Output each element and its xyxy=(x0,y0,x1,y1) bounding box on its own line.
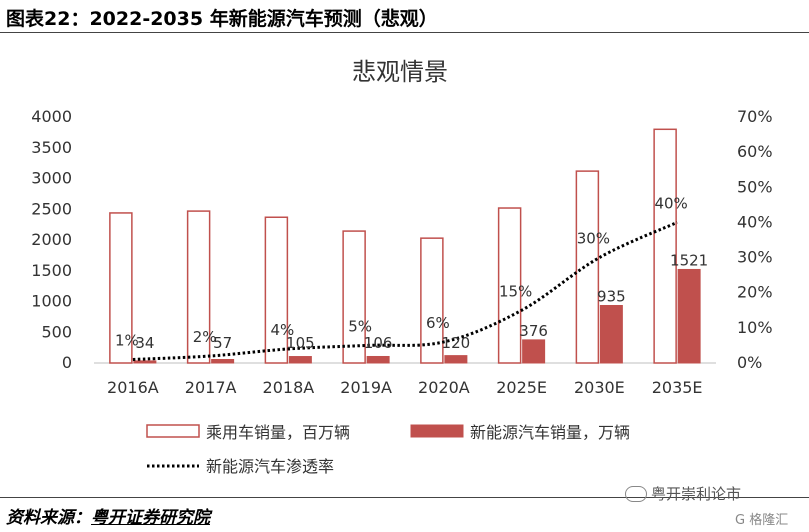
penetration-value-label: 15% xyxy=(499,282,532,300)
y2-tick-label: 30% xyxy=(737,248,773,267)
bar-nev xyxy=(444,355,468,364)
x-tick-label: 2030E xyxy=(574,378,625,397)
penetration-line xyxy=(132,221,678,361)
legend-label-nev: 新能源汽车销量，万辆 xyxy=(470,423,630,442)
penetration-value-label: 2% xyxy=(193,328,217,346)
header-divider xyxy=(0,32,809,33)
penetration-value-label: 6% xyxy=(426,314,450,332)
x-axis-labels: 2016A 2017A 2018A 2019A 2020A 2025E 2030E 2035E xyxy=(107,378,703,397)
wechat-icon xyxy=(625,485,647,502)
x-tick-label: 2035E xyxy=(652,378,703,397)
nev-value-label: 57 xyxy=(213,334,232,352)
bar-passenger xyxy=(109,212,133,364)
bar-passenger xyxy=(497,207,522,364)
legend-swatch-nev xyxy=(410,424,464,438)
nev-value-label: 120 xyxy=(442,334,471,352)
legend-swatch-passenger xyxy=(146,424,200,438)
y-tick-label: 1500 xyxy=(31,261,72,280)
legend-label-passenger: 乘用车销量，百万辆 xyxy=(206,423,350,442)
y-tick-label: 0 xyxy=(62,353,72,372)
bar-nev xyxy=(522,339,546,364)
y-axis-left: 0 500 1000 1500 2000 2500 3000 3500 4000 xyxy=(31,107,72,372)
y2-tick-label: 0% xyxy=(737,353,762,372)
y-tick-label: 2000 xyxy=(31,230,72,249)
y-tick-label: 500 xyxy=(41,322,72,341)
penetration-value-label: 30% xyxy=(577,230,610,248)
nev-value-label: 1521 xyxy=(670,251,708,269)
legend: 乘用车销量，百万辆 新能源汽车销量，万辆 新能源汽车渗透率 xyxy=(146,423,630,476)
y-tick-label: 4000 xyxy=(31,107,72,126)
penetration-value-label: 5% xyxy=(348,317,372,335)
watermark-sub: G 格隆汇 xyxy=(735,513,789,528)
source-prefix: 资料来源： xyxy=(6,508,91,528)
y-axis-right: 0% 10% 20% 30% 40% 50% 60% 70% xyxy=(737,107,773,372)
x-tick-label: 2017A xyxy=(185,378,237,397)
legend-item-passenger: 乘用车销量，百万辆 xyxy=(146,423,350,442)
legend-label-penetration: 新能源汽车渗透率 xyxy=(206,457,334,476)
x-tick-label: 2018A xyxy=(263,378,315,397)
y2-tick-label: 70% xyxy=(737,107,773,126)
bar-nev xyxy=(599,304,623,364)
x-tick-label: 2019A xyxy=(340,378,392,397)
bar-nev xyxy=(211,358,235,364)
bar-nev xyxy=(366,355,390,364)
nev-value-label: 376 xyxy=(519,322,548,340)
bar-passenger xyxy=(264,216,289,364)
chart-title: 悲观情景 xyxy=(352,58,448,86)
x-tick-label: 2020A xyxy=(418,378,470,397)
penetration-value-label: 40% xyxy=(654,194,687,212)
y2-tick-label: 60% xyxy=(737,142,773,161)
x-tick-label: 2025E xyxy=(496,378,547,397)
y-tick-label: 3500 xyxy=(31,138,72,157)
source-name: 粤开证券研究院 xyxy=(91,508,210,528)
y-tick-label: 1000 xyxy=(31,292,72,311)
data-labels: 34 57 105 106 120 376 935 1521 1% 2% 4% 5% 6% 15% 30% 4… xyxy=(115,194,708,352)
source-note: 资料来源：粤开证券研究院 xyxy=(6,503,210,528)
bar-nev xyxy=(677,268,701,364)
penetration-line-path xyxy=(132,221,678,361)
y-tick-label: 2500 xyxy=(31,199,72,218)
bar-nev xyxy=(288,356,312,364)
y2-tick-label: 50% xyxy=(737,177,773,196)
footer-divider xyxy=(0,497,809,498)
penetration-value-label: 4% xyxy=(270,321,294,339)
x-tick-label: 2016A xyxy=(107,378,159,397)
bar-passenger xyxy=(186,210,211,364)
nev-value-label: 105 xyxy=(286,334,315,352)
legend-item-nev: 新能源汽车销量，万辆 xyxy=(410,423,630,442)
penetration-value-label: 1% xyxy=(115,331,139,349)
bar-passenger xyxy=(342,230,366,364)
y2-tick-label: 10% xyxy=(737,318,773,337)
y2-tick-label: 40% xyxy=(737,212,773,231)
bar-passenger xyxy=(420,237,444,364)
bar-nev xyxy=(133,360,157,364)
y-tick-label: 3000 xyxy=(31,169,72,188)
nev-value-label: 106 xyxy=(364,334,393,352)
watermark: 粤开崇利论市 xyxy=(625,483,741,504)
watermark-text: 粤开崇利论市 xyxy=(651,485,742,503)
bar-passenger xyxy=(653,128,677,364)
bars xyxy=(109,128,701,364)
y2-tick-label: 20% xyxy=(737,283,773,302)
bar-passenger xyxy=(575,170,600,364)
figure-caption: 图表22：2022-2035 年新能源汽车预测（悲观） xyxy=(6,8,438,30)
nev-value-label: 34 xyxy=(135,334,154,352)
nev-value-label: 935 xyxy=(597,287,626,305)
legend-item-penetration: 新能源汽车渗透率 xyxy=(147,457,334,476)
